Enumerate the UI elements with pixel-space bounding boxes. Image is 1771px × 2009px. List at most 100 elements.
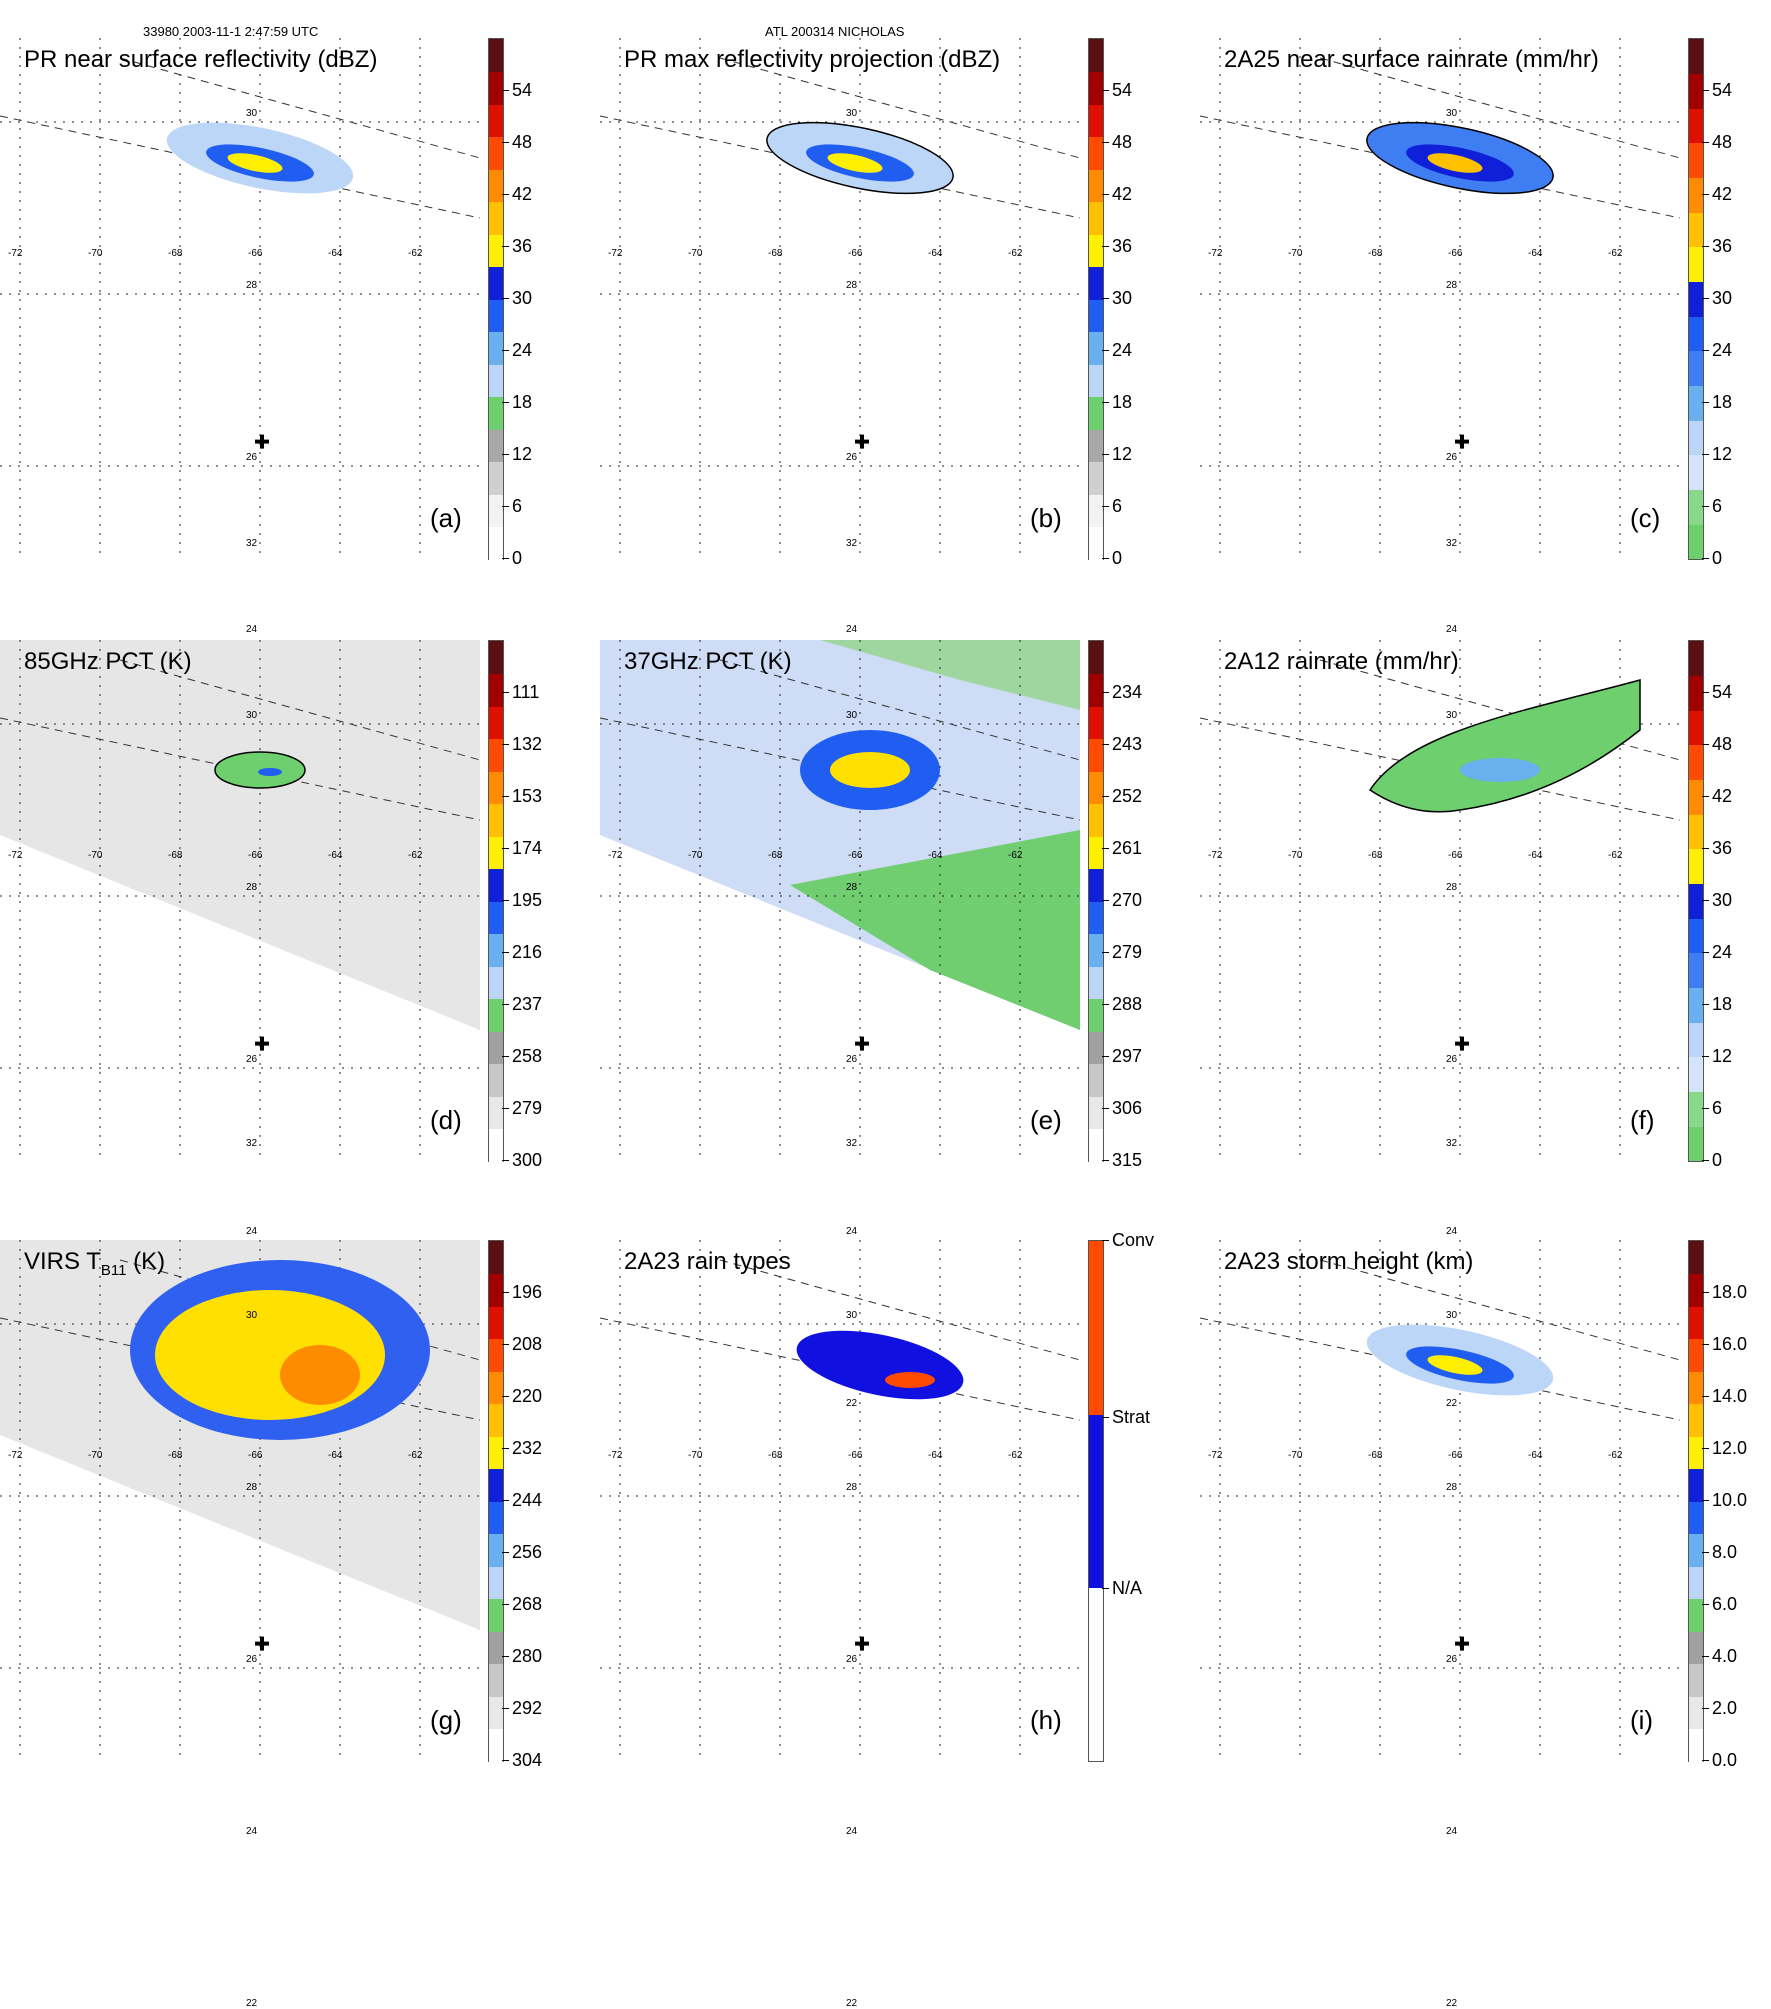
colorbar-segment <box>1089 1414 1103 1589</box>
lat-tick-label: 28 <box>1446 882 1458 893</box>
colorbar-label: 54 <box>512 80 533 100</box>
orbit-time-header: 33980 2003-11-1 2:47:59 UTC <box>143 24 319 39</box>
colorbar-label: 280 <box>512 1646 543 1666</box>
map-plot <box>1200 1240 1680 1760</box>
lon-tick-label: -70 <box>88 248 103 259</box>
colorbar-tick <box>1702 1396 1709 1397</box>
lon-tick-label: -64 <box>1528 850 1543 861</box>
lon-tick-label: -66 <box>1448 850 1463 861</box>
colorbar-label: 258 <box>512 1046 543 1066</box>
colorbar-segment <box>1689 385 1703 421</box>
colorbar-tick <box>1102 952 1109 953</box>
colorbar-label: 232 <box>512 1438 543 1458</box>
lon-tick-label: -62 <box>1008 248 1023 259</box>
colorbar-segment <box>489 299 503 332</box>
colorbar-label: 174 <box>512 838 543 858</box>
colorbar-label: 208 <box>512 1334 543 1354</box>
colorbar-segment <box>1689 1126 1703 1162</box>
colorbar-label: 195 <box>512 890 543 910</box>
colorbar-segment <box>1089 234 1103 267</box>
colorbar-label: 18 <box>512 392 533 412</box>
colorbar-segment <box>1689 675 1703 711</box>
colorbar-segment <box>1689 918 1703 954</box>
colorbar <box>1088 1240 1104 1762</box>
lon-tick-label: -70 <box>688 850 703 861</box>
panel-label: (f) <box>1630 1105 1655 1135</box>
colorbar-tick <box>1702 1552 1709 1553</box>
colorbar-label: 42 <box>1112 184 1133 204</box>
panel-label: (i) <box>1630 1705 1654 1735</box>
lat-tick-label: 24 <box>846 624 858 635</box>
colorbar-segment <box>1089 494 1103 527</box>
colorbar-tick <box>502 454 509 455</box>
lat-tick-label: 26 <box>246 1654 258 1665</box>
map-plot <box>0 640 480 1160</box>
colorbar-label: 256 <box>512 1542 543 1562</box>
colorbar-tick <box>1702 1056 1709 1057</box>
lat-tick-label: 30 <box>246 1310 258 1321</box>
colorbar-segment <box>489 136 503 170</box>
colorbar-segment <box>489 1063 503 1097</box>
colorbar-tick <box>1702 1760 1709 1761</box>
colorbar-label: 304 <box>512 1750 543 1770</box>
lat-tick-label: 30 <box>246 710 258 721</box>
colorbar-label: 268 <box>512 1594 543 1614</box>
panel-title: 2A23 storm height (km) <box>1224 1248 1474 1275</box>
colorbar-segment <box>1089 966 1103 999</box>
colorbar-tick <box>1702 350 1709 351</box>
colorbar-tick <box>1102 402 1109 403</box>
colorbar-label: 42 <box>1712 786 1733 806</box>
colorbar-label: 36 <box>512 236 533 256</box>
lon-tick-label: -64 <box>328 248 343 259</box>
lon-tick-label: -64 <box>328 1450 343 1461</box>
panel-label: (c) <box>1630 503 1661 533</box>
colorbar-segment <box>1089 461 1103 495</box>
map-area <box>600 38 1080 558</box>
colorbar-tick <box>1702 402 1709 403</box>
colorbar-tick <box>502 1292 509 1293</box>
colorbar-tick <box>1102 90 1109 91</box>
lat-tick-label: 24 <box>246 1826 258 1837</box>
colorbar-segment <box>1089 836 1103 869</box>
colorbar-segment <box>489 1598 503 1632</box>
colorbar-segment <box>489 1403 503 1437</box>
lon-tick-label: -68 <box>768 850 783 861</box>
colorbar-segment <box>1689 745 1703 781</box>
colorbar-tick <box>1702 558 1709 559</box>
colorbar-label: 10.0 <box>1712 1490 1748 1510</box>
colorbar <box>1088 640 1104 1162</box>
colorbar-tick <box>1102 194 1109 195</box>
lon-tick-label: -66 <box>848 1450 863 1461</box>
colorbar-label: N/A <box>1112 1578 1143 1599</box>
colorbar-label: 6 <box>1112 496 1123 516</box>
lat-tick-label: 28 <box>246 882 258 893</box>
colorbar-tick <box>502 1108 509 1109</box>
colorbar-segment <box>1689 455 1703 491</box>
colorbar-tick <box>502 1056 509 1057</box>
colorbar-segment <box>1089 901 1103 934</box>
lon-tick-label: -66 <box>848 850 863 861</box>
colorbar-segment <box>1089 1096 1103 1129</box>
colorbar-tick <box>1702 1292 1709 1293</box>
colorbar-label: 0.0 <box>1712 1750 1738 1770</box>
rain-field <box>796 1330 964 1400</box>
colorbar-label: 4.0 <box>1712 1646 1738 1666</box>
colorbar-segment <box>1089 1031 1103 1064</box>
colorbar-tick <box>1102 796 1109 797</box>
map-plot <box>600 38 1080 558</box>
colorbar-label: 153 <box>512 786 543 806</box>
colorbar-tick <box>1102 848 1109 849</box>
colorbar-label: 12 <box>1712 1046 1733 1066</box>
colorbar-label: 30 <box>1112 288 1133 308</box>
colorbar-label: 0 <box>1712 1150 1723 1170</box>
colorbar-segment <box>1689 779 1703 815</box>
colorbar-label: 12 <box>1112 444 1133 464</box>
colorbar-segment <box>1689 143 1703 179</box>
colorbar-segment <box>1089 331 1103 365</box>
colorbar-tick <box>502 848 509 849</box>
lon-tick-label: -62 <box>1608 248 1623 259</box>
lat-tick-label: 30 <box>846 108 858 119</box>
lon-tick-label: -72 <box>8 1450 23 1461</box>
lat-tick-label: 26 <box>1446 1654 1458 1665</box>
colorbar-segment <box>1089 201 1103 235</box>
